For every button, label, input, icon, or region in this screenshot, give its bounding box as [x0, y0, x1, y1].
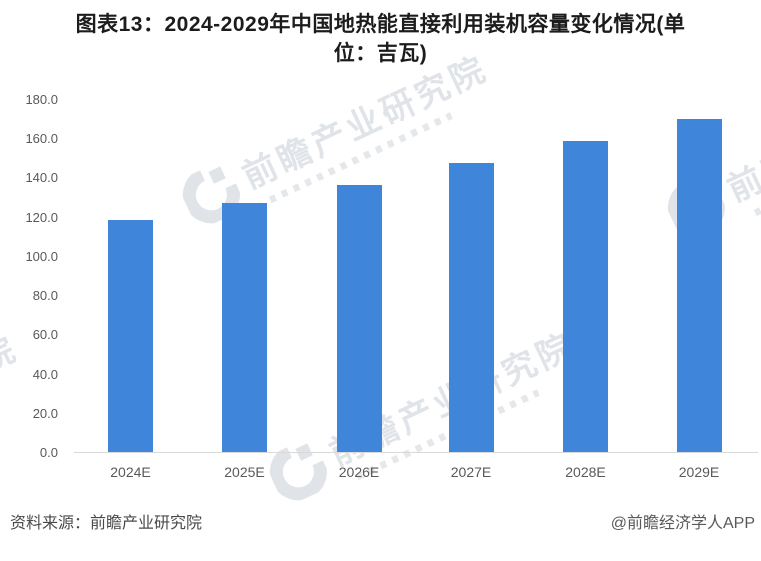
bar-2026E	[336, 184, 382, 453]
chart-title: 图表13：2024-2029年中国地热能直接利用装机容量变化情况(单 位：吉瓦)	[0, 10, 761, 68]
y-axis-label: 160.0	[25, 131, 58, 147]
x-axis-label: 2026E	[338, 464, 380, 480]
y-axis-label: 60.0	[32, 327, 58, 343]
chart-title-line2: 位：吉瓦)	[333, 42, 428, 65]
y-axis-label: 40.0	[32, 366, 58, 382]
y-axis-label: 0.0	[39, 445, 58, 460]
watermark: 前瞻产业研究院	[0, 321, 30, 516]
x-axis-label: 2024E	[110, 464, 151, 480]
bar-2029E	[676, 119, 722, 453]
x-axis-label: 2029E	[678, 464, 720, 480]
watermark-subtext	[753, 125, 761, 217]
x-axis-label: 2025E	[224, 464, 265, 480]
y-axis-label: 20.0	[32, 405, 58, 421]
y-axis-label: 140.0	[25, 170, 58, 186]
bar-2024E	[108, 220, 153, 453]
bar-2025E	[222, 202, 267, 453]
watermark: 前瞻产业研究院	[262, 318, 587, 513]
bar-2027E	[448, 162, 494, 453]
x-axis-line	[74, 452, 758, 453]
y-axis-label: 80.0	[32, 288, 58, 304]
credit-note: @前瞻经济学人APP	[610, 515, 755, 532]
y-axis-label: 180.0	[25, 92, 58, 107]
chart-title-line1: 图表13：2024-2029年中国地热能直接利用装机容量变化情况(单	[75, 13, 686, 36]
y-axis-label: 120.0	[25, 209, 58, 225]
watermark-text: 前瞻产业研究院	[721, 62, 761, 210]
x-axis-label: 2028E	[565, 464, 606, 480]
source-note: 资料来源：前瞻产业研究院	[10, 515, 203, 532]
bar-2028E	[563, 140, 608, 453]
watermark-text: 前瞻产业研究院	[0, 329, 25, 477]
y-axis-label: 100.0	[25, 248, 58, 264]
x-axis-label: 2027E	[450, 464, 492, 480]
